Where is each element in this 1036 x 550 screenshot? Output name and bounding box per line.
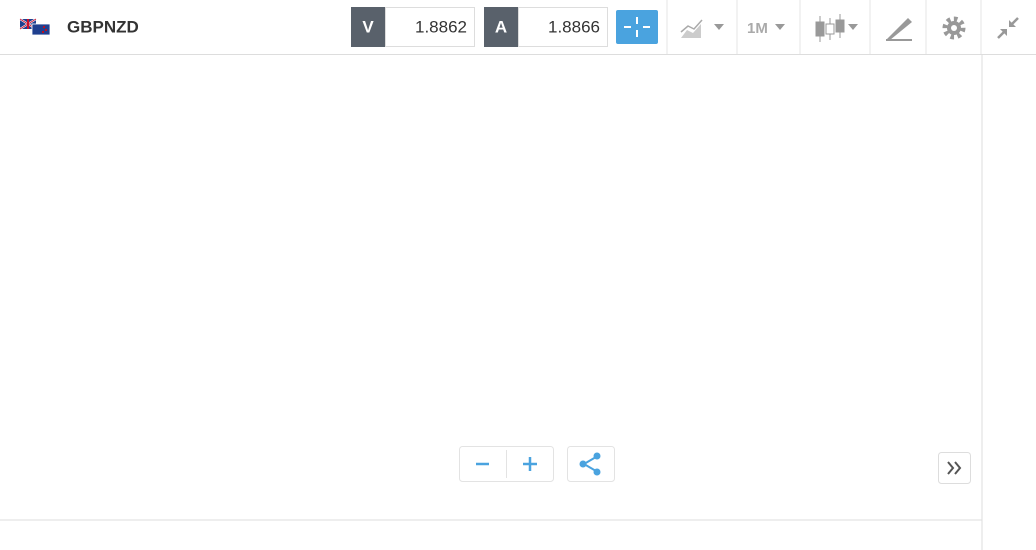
flag-icon [19,18,51,36]
symbol: GBPNZD [67,17,139,36]
collapse-button[interactable] [997,17,1019,39]
bid-value-box[interactable] [385,7,475,47]
ask-value-box[interactable] [518,7,608,47]
zoom-in-button[interactable] [523,457,537,471]
ask-button[interactable]: A 1.8866 [484,7,608,47]
ask-label-box[interactable] [484,7,518,47]
bid-value[interactable]: 1.8862 [415,17,467,36]
bid-label[interactable]: V [362,17,374,36]
zoom-controls [459,446,554,482]
bid-label-box[interactable] [351,7,385,47]
scroll-right-button[interactable] [938,452,971,484]
drawing-button[interactable] [886,18,912,41]
ask-value[interactable]: 1.8866 [548,17,600,36]
candle-style-button[interactable] [815,14,858,42]
timeframe[interactable]: 1M [747,20,768,37]
ask-label[interactable]: A [495,17,507,36]
bid-button[interactable]: V 1.8862 [351,7,475,47]
share-button[interactable] [567,446,615,482]
timeframe-button[interactable]: 1M [747,20,785,37]
crosshair-button[interactable] [616,10,658,44]
chart-type-button[interactable] [680,19,724,38]
settings-button[interactable] [942,16,966,40]
